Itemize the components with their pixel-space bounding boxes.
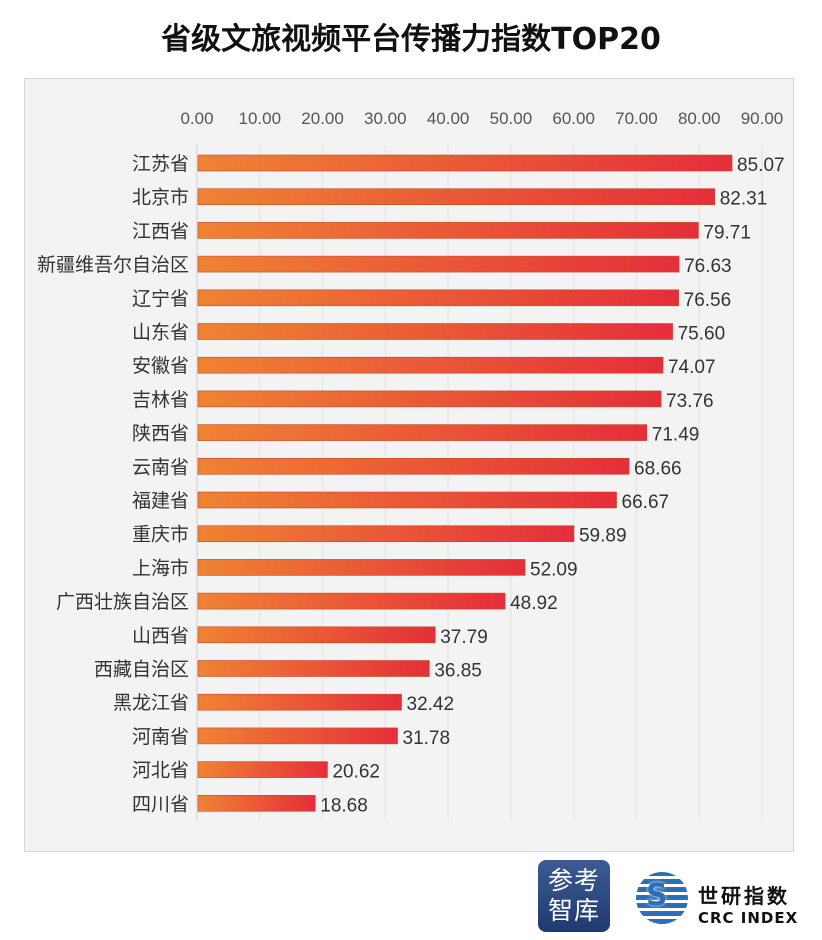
bar	[197, 289, 679, 307]
category-label: 安徽省	[132, 355, 189, 377]
category-label: 广西壮族自治区	[56, 591, 189, 613]
category-label: 西藏自治区	[94, 659, 189, 681]
thinktank-logo-text: 参考智库	[547, 866, 600, 925]
data-label: 75.60	[678, 324, 726, 345]
x-tick-label: 40.00	[427, 109, 470, 128]
data-label: 20.62	[332, 762, 380, 783]
x-tick-label: 0.00	[180, 109, 213, 128]
data-label: 85.07	[737, 155, 785, 176]
x-tick-label: 30.00	[364, 109, 407, 128]
category-label: 河北省	[132, 760, 189, 782]
category-label: 江西省	[132, 220, 189, 242]
category-label: 四川省	[132, 793, 189, 815]
category-label: 云南省	[132, 456, 189, 478]
category-label: 山东省	[132, 322, 189, 344]
data-label: 74.07	[668, 357, 716, 378]
bar	[197, 424, 648, 441]
data-label: 59.89	[579, 526, 627, 547]
category-label: 江苏省	[132, 153, 189, 175]
category-label: 辽宁省	[132, 288, 189, 310]
bar	[197, 188, 716, 205]
category-label: 重庆市	[132, 524, 189, 546]
bar	[197, 356, 664, 374]
category-label: 陕西省	[132, 423, 189, 445]
bar	[197, 154, 733, 172]
x-tick-label: 80.00	[678, 109, 721, 128]
category-label: 新疆维吾尔自治区	[37, 254, 189, 276]
crc-logo-en: CRC INDEX	[698, 909, 799, 927]
category-label: 山西省	[132, 625, 189, 647]
category-label: 上海市	[132, 557, 189, 579]
x-tick-label: 20.00	[301, 109, 344, 128]
bar	[197, 727, 398, 745]
bar	[197, 693, 402, 711]
bar	[197, 525, 575, 543]
x-tick-label: 10.00	[239, 109, 282, 128]
data-label: 18.68	[320, 795, 368, 816]
crc-logo: 世研指数 CRC INDEX	[698, 880, 798, 927]
data-label: 52.09	[530, 559, 578, 580]
category-label: 吉林省	[132, 389, 189, 411]
x-tick-label: 90.00	[741, 109, 784, 128]
bar	[197, 626, 436, 644]
data-label: 68.66	[634, 458, 682, 479]
category-label: 黑龙江省	[113, 692, 189, 714]
data-label: 76.56	[684, 290, 732, 311]
bar	[197, 761, 328, 778]
data-label: 31.78	[403, 728, 451, 749]
x-tick-label: 50.00	[490, 109, 533, 128]
bar	[197, 592, 506, 610]
x-tick-label: 60.00	[552, 109, 595, 128]
data-label: 73.76	[666, 391, 714, 412]
bar	[197, 222, 699, 239]
data-label: 82.31	[720, 189, 768, 210]
category-label: 河南省	[132, 726, 189, 748]
crc-globe-icon: S	[636, 872, 688, 924]
category-label: 福建省	[132, 490, 189, 512]
x-tick-label: 70.00	[615, 109, 658, 128]
bar	[197, 794, 316, 812]
data-label: 76.63	[684, 256, 732, 277]
data-label: 71.49	[652, 425, 700, 446]
bar	[197, 660, 430, 677]
chart-title: 省级文旅视频平台传播力指数TOP20	[161, 22, 661, 57]
data-label: 48.92	[510, 593, 558, 614]
category-label: 北京市	[132, 187, 189, 209]
bar	[197, 255, 680, 273]
data-label: 66.67	[622, 492, 670, 513]
data-label: 79.71	[703, 222, 751, 243]
bar	[197, 457, 630, 475]
bar	[197, 323, 673, 340]
data-label: 37.79	[440, 627, 488, 648]
bar	[197, 390, 662, 408]
crc-logo-cn: 世研指数	[698, 884, 790, 908]
thinktank-logo: 参考智库	[538, 860, 610, 932]
bar	[197, 491, 617, 509]
data-label: 36.85	[434, 661, 482, 682]
data-label: 32.42	[407, 694, 455, 715]
bar	[197, 559, 526, 576]
